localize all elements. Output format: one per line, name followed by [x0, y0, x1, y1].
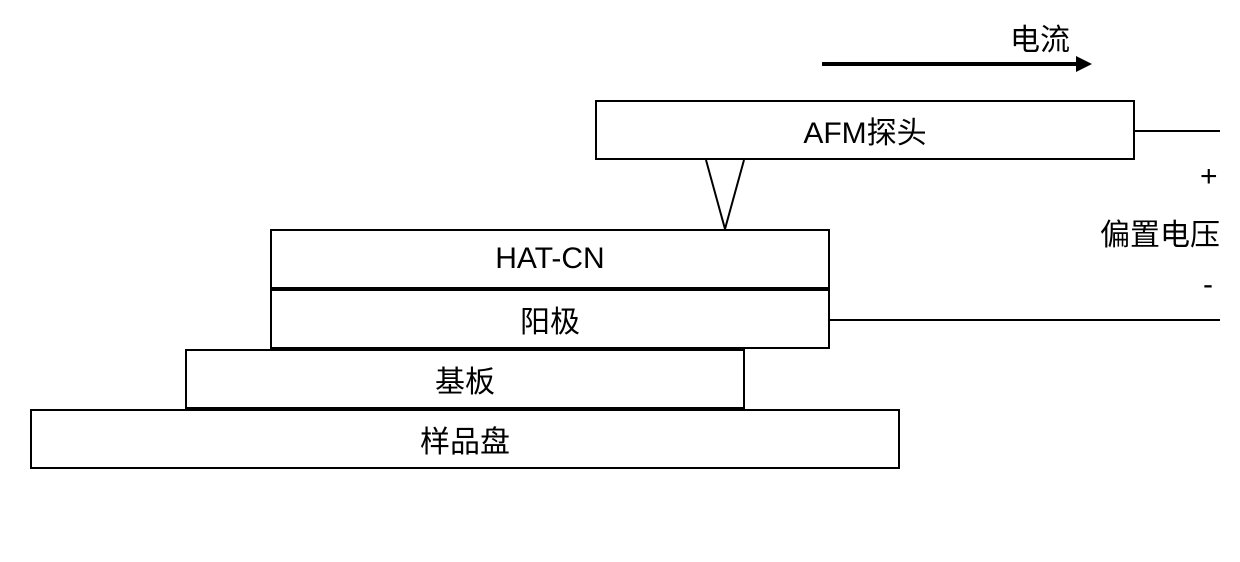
layer-hatcn-label: HAT-CN — [495, 242, 604, 276]
layer-substrate-label: 基板 — [435, 357, 495, 401]
afm-probe-label: AFM探头 — [803, 108, 926, 152]
current-arrow-head — [1076, 56, 1092, 72]
probe-lead — [1135, 130, 1220, 132]
layer-sampleplate: 样品盘 — [30, 409, 900, 469]
bias-voltage-label: 偏置电压 — [1100, 210, 1220, 254]
current-label: 电流 — [1010, 15, 1070, 59]
layer-anode-label: 阳极 — [520, 297, 580, 341]
bias-plus: + — [1200, 160, 1218, 194]
layer-sampleplate-label: 样品盘 — [420, 417, 510, 461]
afm-probe-box: AFM探头 — [595, 100, 1135, 160]
current-arrow-shaft — [822, 62, 1078, 66]
layer-substrate: 基板 — [185, 349, 745, 409]
layer-anode: 阳极 — [270, 289, 830, 349]
anode-lead — [830, 319, 1220, 321]
layer-hatcn: HAT-CN — [270, 229, 830, 289]
bias-minus: - — [1203, 268, 1213, 302]
